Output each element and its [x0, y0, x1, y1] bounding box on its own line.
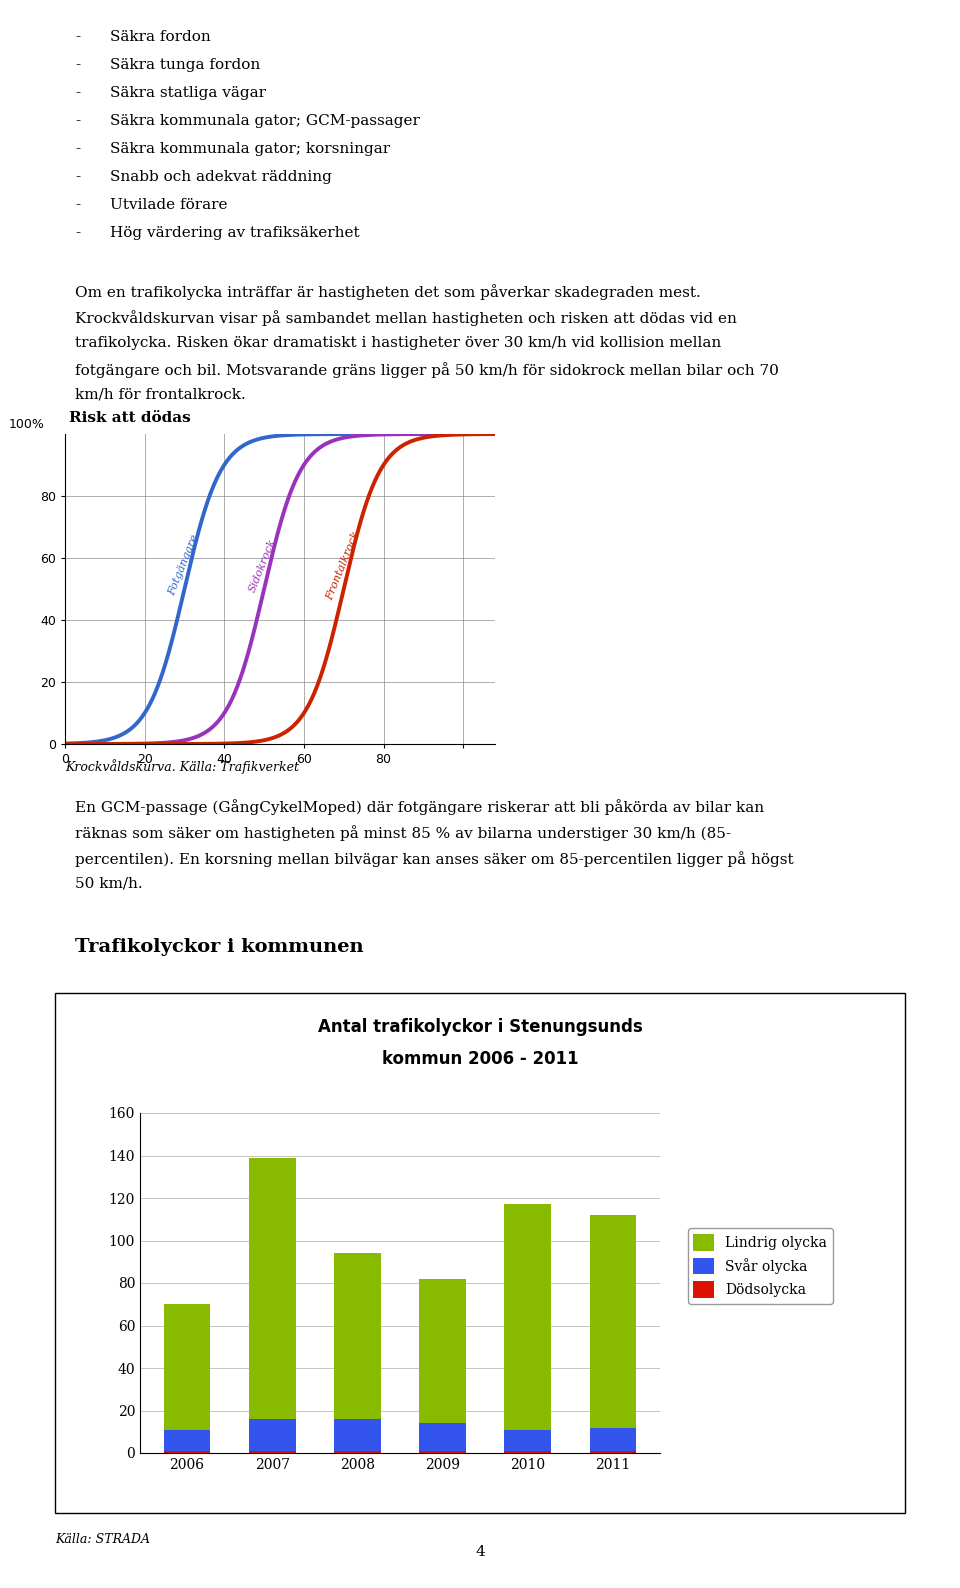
Text: Källa: STRADA: Källa: STRADA	[55, 1532, 150, 1547]
Bar	[504, 1429, 551, 1451]
Bar	[249, 1158, 296, 1420]
Text: Säkra tunga fordon: Säkra tunga fordon	[110, 59, 260, 71]
Text: Risk att dödas: Risk att dödas	[69, 411, 191, 424]
Text: percentilen). En korsning mellan bilvägar kan anses säker om 85-percentilen ligg: percentilen). En korsning mellan bilväga…	[75, 851, 794, 867]
Bar	[163, 1304, 210, 1429]
Legend: Lindrig olycka, Svår olycka, Dödsolycka: Lindrig olycka, Svår olycka, Dödsolycka	[687, 1228, 832, 1304]
Text: Frontalkrock: Frontalkrock	[324, 529, 361, 602]
Bar	[163, 1429, 210, 1451]
Text: 100%: 100%	[9, 418, 45, 430]
Text: Krockvåldskurvan visar på sambandet mellan hastigheten och risken att dödas vid : Krockvåldskurvan visar på sambandet mell…	[75, 310, 737, 326]
Bar	[504, 1204, 551, 1429]
Text: Hög värdering av trafiksäkerhet: Hög värdering av trafiksäkerhet	[110, 225, 360, 240]
Bar	[589, 1215, 636, 1428]
Text: km/h för frontalkrock.: km/h för frontalkrock.	[75, 387, 246, 402]
Text: -: -	[75, 141, 80, 156]
Text: 50 km/h.: 50 km/h.	[75, 877, 143, 891]
Text: 4: 4	[475, 1545, 485, 1559]
Bar	[334, 1451, 381, 1453]
Text: Trafikolyckor i kommunen: Trafikolyckor i kommunen	[75, 939, 364, 956]
Text: trafikolycka. Risken ökar dramatiskt i hastigheter över 30 km/h vid kollision me: trafikolycka. Risken ökar dramatiskt i h…	[75, 337, 721, 349]
Text: Säkra statliga vägar: Säkra statliga vägar	[110, 86, 266, 100]
Bar	[420, 1451, 466, 1453]
Bar	[334, 1253, 381, 1420]
Bar	[334, 1420, 381, 1451]
Text: Krockvåldskurva. Källa: Trafikverket: Krockvåldskurva. Källa: Trafikverket	[65, 759, 299, 773]
Bar	[249, 1451, 296, 1453]
Bar	[504, 1451, 551, 1453]
Bar	[589, 1428, 636, 1451]
Bar	[420, 1423, 466, 1451]
Text: Säkra kommunala gator; GCM-passager: Säkra kommunala gator; GCM-passager	[110, 114, 420, 129]
Text: Om en trafikolycka inträffar är hastigheten det som påverkar skadegraden mest.: Om en trafikolycka inträffar är hastighe…	[75, 284, 701, 300]
Bar	[249, 1420, 296, 1451]
Text: kommun 2006 - 2011: kommun 2006 - 2011	[382, 1050, 578, 1069]
Bar	[589, 1451, 636, 1453]
Text: -: -	[75, 170, 80, 184]
Text: Snabb och adekvat räddning: Snabb och adekvat räddning	[110, 170, 332, 184]
Text: Fotgängare: Fotgängare	[167, 534, 201, 597]
Text: -: -	[75, 59, 80, 71]
Text: -: -	[75, 225, 80, 240]
Bar	[420, 1278, 466, 1423]
Bar	[163, 1451, 210, 1453]
Text: -: -	[75, 86, 80, 100]
Text: fotgängare och bil. Motsvarande gräns ligger på 50 km/h för sidokrock mellan bil: fotgängare och bil. Motsvarande gräns li…	[75, 362, 779, 378]
Text: räknas som säker om hastigheten på minst 85 % av bilarna understiger 30 km/h (85: räknas som säker om hastigheten på minst…	[75, 826, 731, 842]
Text: -: -	[75, 30, 80, 44]
Text: Säkra fordon: Säkra fordon	[110, 30, 211, 44]
Text: Sidokrock: Sidokrock	[248, 537, 278, 594]
Text: Säkra kommunala gator; korsningar: Säkra kommunala gator; korsningar	[110, 141, 390, 156]
Text: En GCM-passage (GångCykelMoped) där fotgängare riskerar att bli påkörda av bilar: En GCM-passage (GångCykelMoped) där fotg…	[75, 799, 764, 815]
Text: Utvilade förare: Utvilade förare	[110, 198, 228, 213]
Text: Antal trafikolyckor i Stenungsunds: Antal trafikolyckor i Stenungsunds	[318, 1018, 642, 1035]
Text: -: -	[75, 198, 80, 213]
Text: -: -	[75, 114, 80, 129]
